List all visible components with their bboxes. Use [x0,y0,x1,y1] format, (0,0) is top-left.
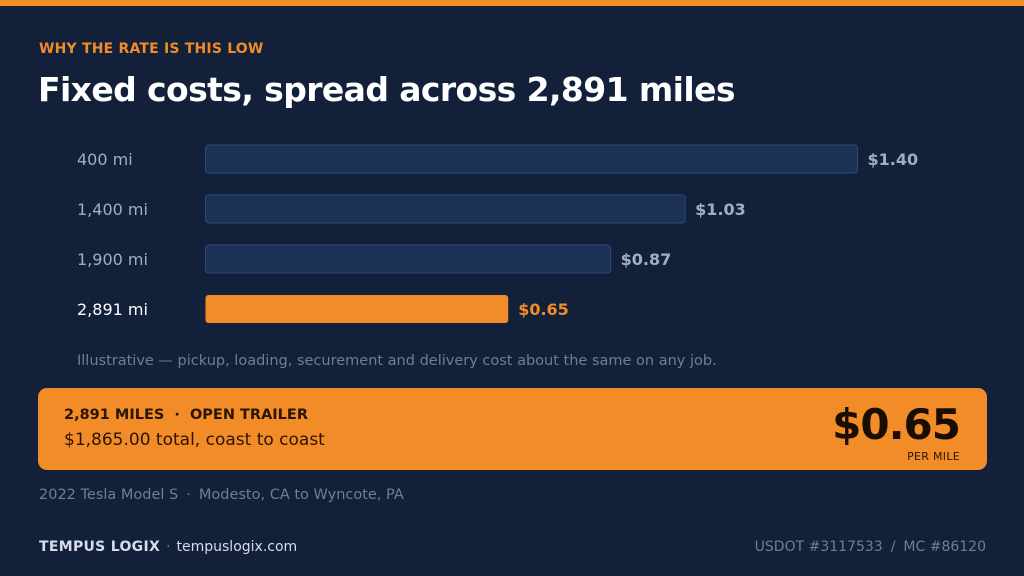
callout-miles: 2,891 MILES [64,407,165,423]
vehicle-route-line: 2022 Tesla Model S · Modesto, CA to Wyncot… [39,487,404,503]
bar-category-label: 400 mi [77,150,133,169]
page-title: Fixed costs, spread across 2,891 miles [38,70,736,109]
callout-headline: 2,891 MILES · OPEN TRAILER [64,407,308,423]
bar-highlight [205,295,509,323]
bar-category-label: 1,400 mi [77,200,148,219]
usdot-number: USDOT #3117533 [754,539,883,555]
top-accent-bar [0,0,1024,6]
vehicle-separator: · [186,487,191,503]
footer-credentials: USDOT #3117533 / MC #86120 [755,539,986,555]
bar [205,194,686,224]
vehicle-route: Modesto, CA to Wyncote, PA [198,487,404,503]
callout-trailer: OPEN TRAILER [189,407,308,423]
cost-per-mile-bar-chart: 400 mi $1.40 1,400 mi $1.03 1,900 mi $0.87 2,8… [77,144,919,323]
bar-value-label: $1.03 [695,200,746,219]
eyebrow-label: WHY THE RATE IS THIS LOW [39,41,264,57]
bar-value-label: $0.87 [621,250,672,269]
chart-footnote: Illustrative — pickup, loading, secureme… [77,353,717,369]
rate-callout-card: 2,891 MILES · OPEN TRAILER $1,865.00 tot… [38,388,987,470]
callout-separator: · [174,407,180,423]
mc-number: MC #86120 [903,539,986,555]
website-link[interactable]: tempuslogix.com [176,539,298,555]
bar-value-label: $0.65 [518,300,569,319]
bar [205,244,612,274]
bar [205,144,858,174]
bar-category-label: 1,900 mi [77,250,148,269]
bar-category-label: 2,891 mi [77,300,148,319]
callout-total: $1,865.00 total, coast to coast [64,430,325,450]
callout-rate: $0.65 [832,400,961,449]
vehicle-model: 2022 Tesla Model S [39,487,179,503]
footer-brand: TEMPUS LOGIX · tempuslogix.com [39,539,297,555]
footer-separator: · [166,539,171,555]
bar-value-label: $1.40 [868,150,919,169]
credential-separator: / [890,539,896,555]
brand-name: TEMPUS LOGIX [39,539,161,555]
callout-rate-unit: PER MILE [907,450,960,463]
